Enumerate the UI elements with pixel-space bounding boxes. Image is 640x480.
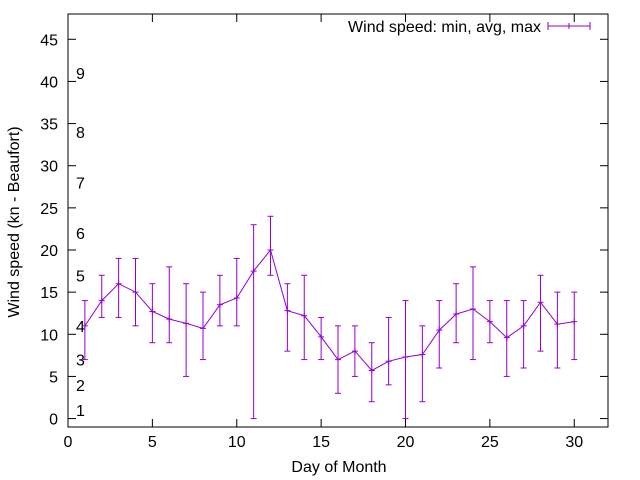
beaufort-label: 3: [76, 353, 85, 370]
avg-point: [402, 354, 409, 361]
y-tick-label: 30: [40, 159, 58, 176]
y-tick-label: 15: [40, 285, 58, 302]
beaufort-label: 7: [76, 176, 85, 193]
avg-point: [470, 306, 476, 312]
x-tick-label: 30: [565, 434, 583, 451]
x-tick-label: 15: [312, 434, 330, 451]
x-axis-ticks: 0 5 10 15 20 25 30: [64, 14, 583, 451]
beaufort-label: 9: [76, 66, 85, 83]
avg-point: [81, 322, 88, 329]
avg-point: [419, 351, 426, 358]
y-tick-label: 20: [40, 243, 58, 260]
legend-label: Wind speed: min, avg, max: [348, 19, 541, 36]
error-bars: [81, 215, 578, 420]
avg-point: [453, 311, 460, 318]
x-axis-label: Day of Month: [291, 459, 386, 476]
avg-point: [385, 358, 392, 365]
avg-point: [486, 318, 493, 325]
x-tick-label: 5: [148, 434, 157, 451]
avg-point: [335, 356, 341, 363]
avg-point: [301, 312, 308, 319]
avg-point: [503, 334, 510, 341]
legend: Wind speed: min, avg, max: [348, 19, 591, 36]
avg-point: [318, 333, 325, 340]
avg-point: [368, 367, 375, 374]
avg-point: [250, 268, 257, 275]
avg-point: [166, 316, 173, 323]
plot-frame: [67, 13, 609, 428]
y-tick-label: 5: [49, 369, 58, 386]
avg-line: [84, 248, 575, 372]
beaufort-label: 1: [76, 403, 85, 420]
avg-point: [351, 348, 358, 355]
avg-point: [537, 299, 544, 306]
beaufort-label: 2: [76, 378, 85, 395]
avg-point: [520, 322, 527, 329]
avg-point: [267, 247, 274, 253]
avg-point: [554, 321, 561, 328]
x-tick-label: 10: [228, 434, 246, 451]
avg-point: [183, 320, 190, 327]
y-tick-label: 10: [40, 327, 58, 344]
y-axis-label: Wind speed (kn - Beaufort): [6, 126, 23, 317]
y-tick-label: 45: [40, 32, 58, 49]
y-tick-label: 40: [40, 74, 58, 91]
avg-point: [233, 295, 240, 302]
legend-sample-point: [566, 23, 572, 29]
avg-point: [284, 307, 291, 314]
beaufort-label: 8: [76, 125, 85, 142]
avg-point: [200, 325, 206, 332]
avg-point: [132, 289, 139, 296]
beaufort-label: 6: [76, 226, 85, 243]
x-tick-label: 25: [481, 434, 499, 451]
y-tick-label: 0: [49, 412, 58, 429]
x-tick-label: 20: [397, 434, 415, 451]
avg-point: [115, 280, 122, 287]
beaufort-label: 4: [76, 319, 85, 336]
axes: [67, 13, 609, 428]
avg-point: [571, 318, 578, 325]
avg-point: [98, 297, 105, 304]
beaufort-label: 5: [76, 268, 85, 285]
avg-point: [149, 308, 156, 315]
beaufort-labels: 1 2 3 4 5 6 7 8 9: [76, 66, 85, 420]
x-tick-label: 0: [64, 434, 73, 451]
avg-point: [436, 327, 443, 334]
avg-point: [216, 301, 223, 308]
series-line: [81, 247, 578, 374]
y-tick-label: 35: [40, 117, 58, 134]
y-tick-label: 25: [40, 201, 58, 218]
